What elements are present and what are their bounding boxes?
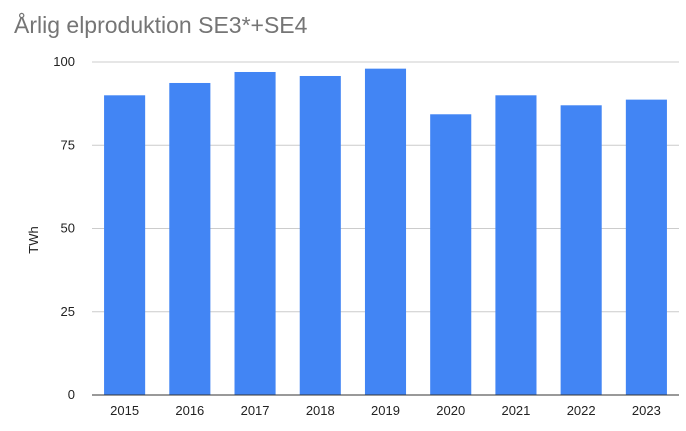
bar-2017 [234, 71, 276, 396]
y-tick-label: 0 [68, 387, 75, 402]
y-tick-label: 75 [61, 137, 75, 152]
y-axis-label: TWh [26, 226, 41, 253]
bars [104, 68, 667, 396]
y-tick-labels: 0 25 50 75 100 [53, 54, 75, 402]
x-tick-label: 2018 [306, 403, 335, 418]
bar-2019 [364, 68, 407, 395]
x-tick-labels: 2015 2016 2017 2018 2019 2020 2021 2022 2023 [110, 403, 661, 418]
chart-title: Årlig elproduktion SE3*+SE4 [14, 12, 308, 38]
x-tick-label: 2021 [501, 403, 530, 418]
bar-2015 [104, 95, 146, 396]
bar-2016 [169, 82, 211, 395]
bar-2023 [625, 99, 667, 395]
x-tick-label: 2015 [110, 403, 139, 418]
x-tick-label: 2017 [241, 403, 270, 418]
bar-2018 [299, 75, 341, 396]
bar-2021 [495, 95, 537, 396]
bar-2020 [430, 114, 472, 395]
y-tick-label: 100 [53, 54, 75, 69]
y-tick-label: 25 [61, 304, 75, 319]
x-tick-label: 2016 [175, 403, 204, 418]
x-tick-label: 2023 [632, 403, 661, 418]
x-tick-label: 2020 [436, 403, 465, 418]
bar-2022 [560, 105, 602, 395]
y-tick-label: 50 [61, 221, 75, 236]
x-tick-label: 2022 [567, 403, 596, 418]
x-tick-label: 2019 [371, 403, 400, 418]
